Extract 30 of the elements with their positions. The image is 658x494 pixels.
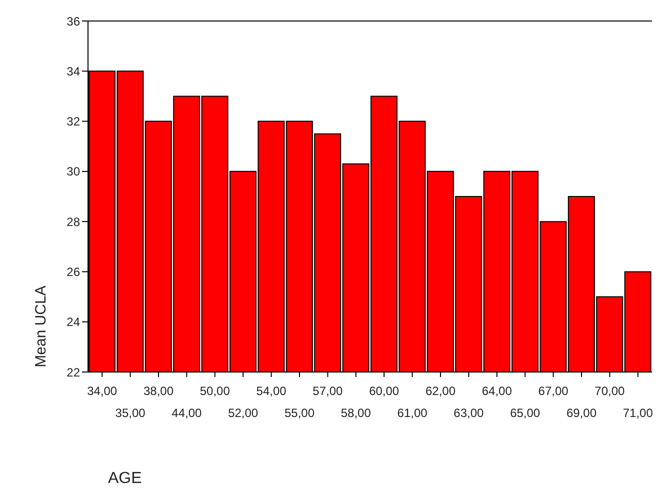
y-tick-label: 30 — [66, 164, 80, 179]
x-tick-label: 69,00 — [566, 406, 597, 420]
x-tick-label: 54,00 — [256, 384, 287, 398]
x-tick-label: 57,00 — [312, 384, 344, 398]
x-tick-label: 34,00 — [87, 384, 118, 398]
x-axis-title: AGE — [108, 470, 142, 488]
x-tick-label: 52,00 — [228, 406, 258, 420]
y-axis-title: Mean UCLA — [32, 286, 50, 368]
x-tick-label: 64,00 — [482, 384, 512, 398]
x-tick-label: 60,00 — [369, 384, 400, 398]
x-tick-label: 61,00 — [397, 406, 428, 420]
x-tick-label: 65,00 — [510, 406, 540, 420]
x-tick-label: 67,00 — [538, 384, 569, 398]
x-tick-label: 70,00 — [594, 384, 626, 398]
x-tick-label: 50,00 — [200, 384, 230, 398]
x-tick-label: 44,00 — [172, 406, 202, 420]
y-tick-label: 22 — [66, 365, 80, 380]
y-tick-label: 32 — [66, 114, 80, 129]
y-tick-label: 26 — [66, 264, 80, 279]
y-tick-label: 36 — [66, 14, 80, 28]
y-tick-label: 24 — [66, 315, 80, 330]
x-tick-label: 62,00 — [425, 384, 456, 398]
x-tick-label: 35,00 — [115, 406, 146, 420]
x-tick-label: 71,00 — [622, 406, 654, 420]
x-tick-label: 55,00 — [284, 406, 315, 420]
x-tick-label: 58,00 — [340, 406, 372, 420]
x-tick-label: 38,00 — [143, 384, 174, 398]
y-tick-label: 28 — [66, 214, 80, 229]
y-tick-label: 34 — [66, 64, 80, 78]
x-tick-label: 63,00 — [454, 406, 484, 420]
